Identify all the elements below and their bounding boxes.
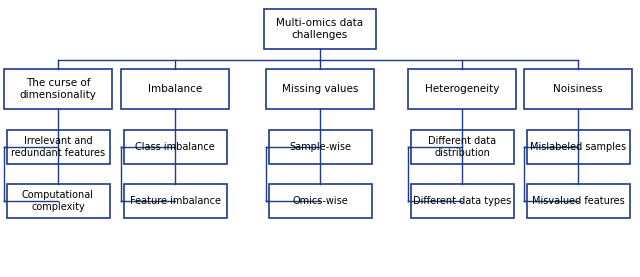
FancyBboxPatch shape [4, 69, 112, 109]
Text: Omics-wise: Omics-wise [292, 196, 348, 206]
FancyBboxPatch shape [124, 130, 227, 164]
Text: Sample-wise: Sample-wise [289, 142, 351, 152]
FancyBboxPatch shape [527, 130, 630, 164]
FancyBboxPatch shape [408, 69, 516, 109]
Text: Feature imbalance: Feature imbalance [129, 196, 221, 206]
Text: The curse of
dimensionality: The curse of dimensionality [20, 78, 97, 100]
Text: Mislabeled samples: Mislabeled samples [530, 142, 626, 152]
Text: Noisiness: Noisiness [553, 84, 603, 94]
FancyBboxPatch shape [410, 130, 513, 164]
FancyBboxPatch shape [266, 69, 374, 109]
Text: Irrelevant and
redundant features: Irrelevant and redundant features [11, 136, 105, 158]
Text: Multi-omics data
challenges: Multi-omics data challenges [276, 18, 364, 40]
Text: Class imbalance: Class imbalance [135, 142, 215, 152]
FancyBboxPatch shape [269, 184, 371, 218]
FancyBboxPatch shape [524, 69, 632, 109]
FancyBboxPatch shape [121, 69, 229, 109]
Text: Different data types: Different data types [413, 196, 511, 206]
Text: Computational
complexity: Computational complexity [22, 190, 94, 212]
FancyBboxPatch shape [6, 130, 109, 164]
FancyBboxPatch shape [527, 184, 630, 218]
FancyBboxPatch shape [264, 9, 376, 49]
FancyBboxPatch shape [269, 130, 371, 164]
Text: Misvalued features: Misvalued features [532, 196, 625, 206]
Text: Missing values: Missing values [282, 84, 358, 94]
Text: Different data
distribution: Different data distribution [428, 136, 496, 158]
FancyBboxPatch shape [124, 184, 227, 218]
FancyBboxPatch shape [6, 184, 109, 218]
Text: Imbalance: Imbalance [148, 84, 202, 94]
Text: Heterogeneity: Heterogeneity [425, 84, 499, 94]
FancyBboxPatch shape [410, 184, 513, 218]
